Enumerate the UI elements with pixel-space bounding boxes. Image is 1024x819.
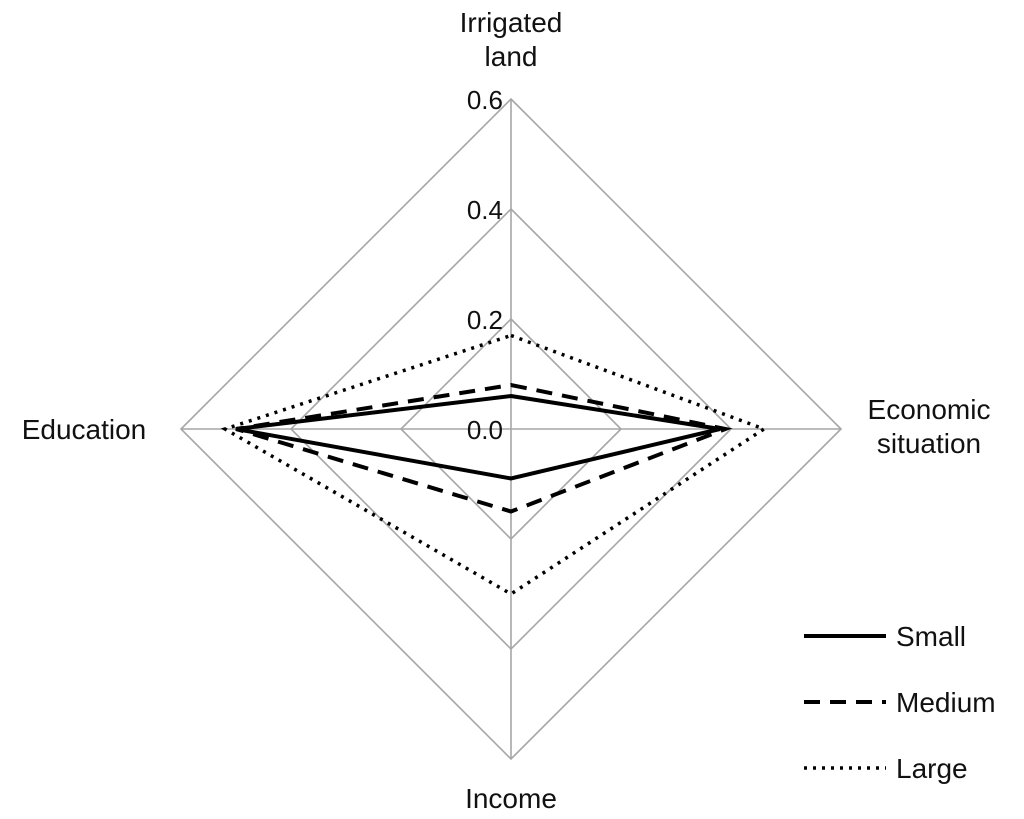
axis-label-economic-line-1: situation xyxy=(877,428,981,459)
axis-label-irrigated-line-0: Irrigated xyxy=(460,7,563,38)
tick-label-0: 0.0 xyxy=(467,415,503,445)
legend-label-medium: Medium xyxy=(896,687,996,718)
axis-label-education-line-0: Education xyxy=(22,414,147,445)
series-large-line xyxy=(220,333,768,597)
legend: Small Medium Large xyxy=(804,621,996,784)
tick-layer: 0.0 0.2 0.4 0.6 xyxy=(467,85,503,445)
tick-label-2: 0.4 xyxy=(467,195,503,225)
legend-label-large: Large xyxy=(896,753,968,784)
series-medium-line xyxy=(235,382,733,514)
tick-label-1: 0.2 xyxy=(467,305,503,335)
axis-label-economic-line-0: Economic xyxy=(868,394,991,425)
tick-label-3: 0.6 xyxy=(467,85,503,115)
axis-label-irrigated-line-1: land xyxy=(485,41,538,72)
axis-label-irrigated: Irrigated land xyxy=(460,7,563,72)
axis-label-income: Income xyxy=(465,783,557,814)
series-small-line xyxy=(235,393,721,481)
series-layer xyxy=(220,333,768,597)
axis-label-economic: Economic situation xyxy=(868,394,991,459)
axis-label-layer: Irrigated land Economic situation Income Educ… xyxy=(22,7,991,814)
axis-label-income-line-0: Income xyxy=(465,783,557,814)
grid-layer xyxy=(179,97,843,761)
legend-label-small: Small xyxy=(896,621,966,652)
axis-label-education: Education xyxy=(22,414,147,445)
